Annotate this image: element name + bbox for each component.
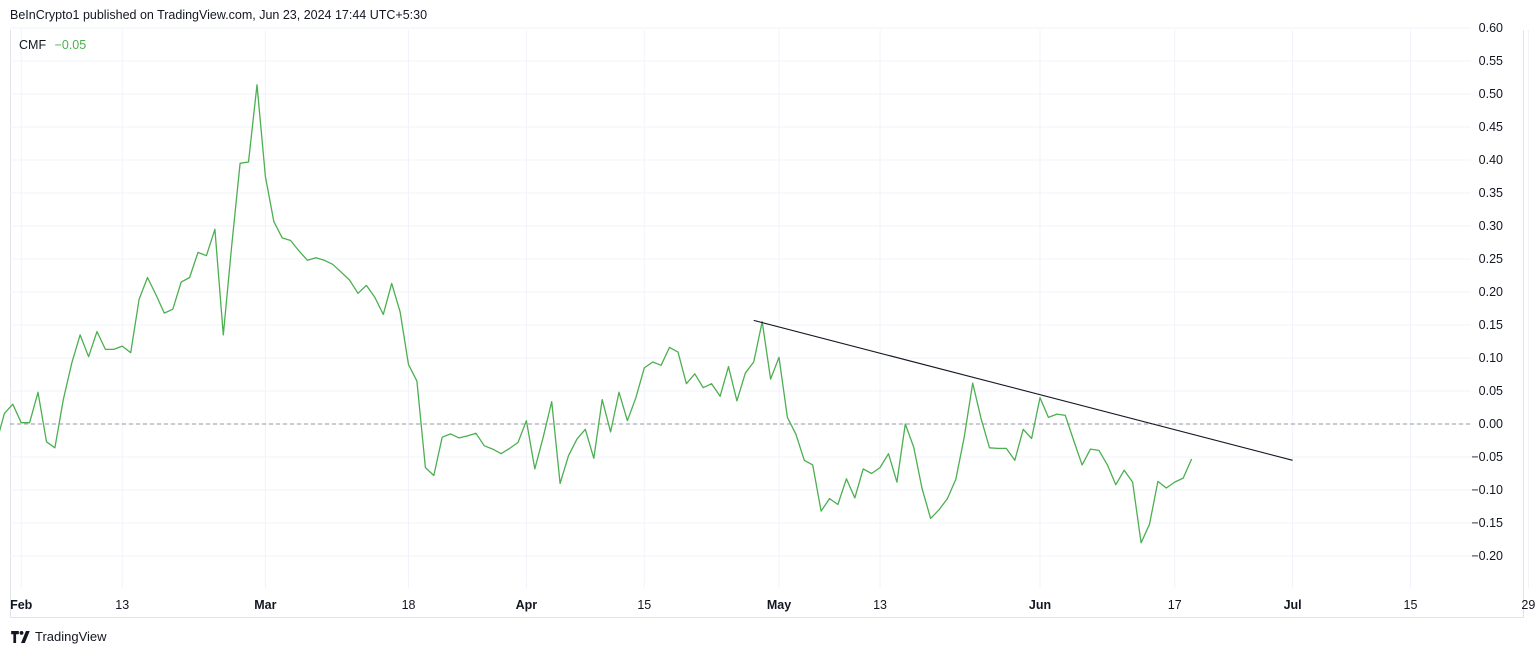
y-tick-label: 0.40 — [1479, 153, 1503, 167]
chart-frame — [10, 30, 1524, 618]
cmf-line — [0, 84, 1193, 544]
x-tick-label: Apr — [516, 598, 538, 612]
x-tick-label: 15 — [637, 598, 651, 612]
y-tick-label: −0.20 — [1471, 549, 1503, 563]
y-tick-label: 0.55 — [1479, 54, 1503, 68]
cmf-series — [0, 84, 1193, 544]
tradingview-logo-icon — [11, 630, 30, 643]
y-tick-label: 0.15 — [1479, 318, 1503, 332]
y-tick-label: 0.50 — [1479, 87, 1503, 101]
y-tick-label: 0.10 — [1479, 351, 1503, 365]
x-tick-label: Jul — [1284, 598, 1302, 612]
publish-info: BeInCrypto1 published on TradingView.com… — [10, 8, 428, 22]
y-tick-label: 0.00 — [1479, 417, 1503, 431]
x-tick-label: 29 — [1521, 598, 1535, 612]
x-tick-label: Feb — [10, 598, 33, 612]
x-tick-label: May — [767, 598, 791, 612]
indicator-value: −0.05 — [54, 38, 87, 52]
y-tick-label: 0.35 — [1479, 186, 1503, 200]
indicator-legend[interactable]: CMF −0.05 — [19, 38, 86, 52]
indicator-name: CMF — [19, 38, 47, 52]
x-tick-label: Jun — [1029, 598, 1051, 612]
trendline[interactable] — [753, 319, 1293, 461]
y-tick-label: 0.20 — [1479, 285, 1503, 299]
x-tick-label: 17 — [1168, 598, 1182, 612]
y-axis[interactable]: 0.60 0.55 0.50 0.45 0.40 0.35 0.30 0.25 0.20 0.15… — [1471, 21, 1503, 563]
y-tick-label: 0.60 — [1479, 21, 1503, 35]
x-tick-label: Mar — [254, 598, 276, 612]
brand-label: TradingView — [35, 629, 107, 644]
x-tick-label: 18 — [402, 598, 416, 612]
x-tick-label: 13 — [873, 598, 887, 612]
x-tick-label: 13 — [115, 598, 129, 612]
x-tick-label: 15 — [1404, 598, 1418, 612]
y-tick-label: −0.15 — [1471, 516, 1503, 530]
y-tick-label: −0.10 — [1471, 483, 1503, 497]
y-tick-label: 0.45 — [1479, 120, 1503, 134]
descending-trendline[interactable] — [753, 319, 1293, 461]
y-tick-label: 0.30 — [1479, 219, 1503, 233]
x-axis[interactable]: Feb 13 Mar 18 Apr 15 May 13 Jun 17 Jul 15 29 — [10, 598, 1535, 612]
y-tick-label: 0.25 — [1479, 252, 1503, 266]
y-tick-label: −0.05 — [1471, 450, 1503, 464]
y-tick-label: 0.05 — [1479, 384, 1503, 398]
grid — [10, 27, 1529, 588]
footer-brand[interactable]: TradingView — [11, 629, 107, 644]
